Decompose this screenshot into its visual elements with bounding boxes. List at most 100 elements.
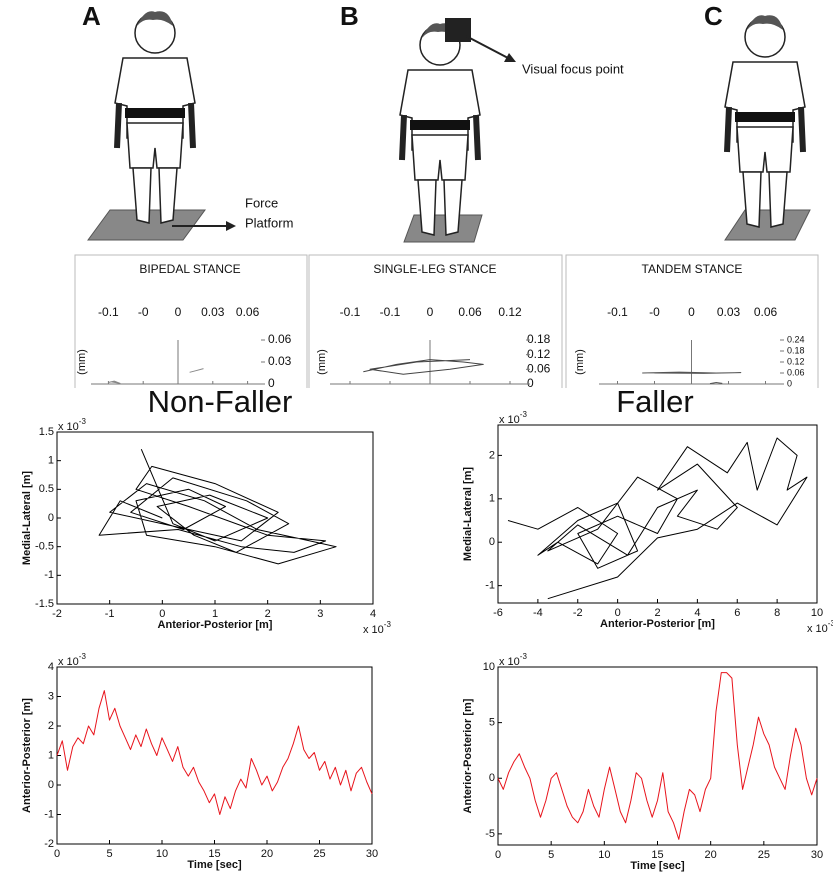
y-tick-label: -5 bbox=[485, 828, 495, 840]
page: Force Platform A Visual focus point B C … bbox=[0, 0, 833, 874]
y-axis-label: Anterior-Posterior [m] bbox=[21, 698, 33, 813]
x-tick-label: 0.12 bbox=[498, 305, 522, 319]
y-tick-label: 1 bbox=[489, 493, 495, 505]
x-axis-label: Anterior-Posterior [m] bbox=[600, 618, 715, 630]
y-axis-label: Anterior-Posterior [m] bbox=[462, 698, 474, 813]
camera bbox=[445, 18, 471, 42]
x-tick-label: 0 bbox=[688, 305, 695, 319]
plot-frame bbox=[57, 432, 373, 604]
axis-exponent: x 10-3 bbox=[363, 620, 391, 636]
x-tick-label: 0 bbox=[54, 848, 60, 860]
x-tick-label: -4 bbox=[533, 607, 543, 619]
x-axis-label: Time [sec] bbox=[630, 860, 685, 872]
y-tick-label: 0 bbox=[48, 779, 54, 791]
y-tick-label: -1.5 bbox=[35, 598, 54, 610]
x-tick-label: 20 bbox=[261, 848, 273, 860]
y-tick-label: 2 bbox=[48, 720, 54, 732]
plot-frame bbox=[57, 667, 372, 844]
y-tick-label: 1 bbox=[48, 455, 54, 467]
figure: Force Platform A Visual focus point B C … bbox=[0, 0, 833, 874]
person-figure bbox=[400, 23, 480, 235]
x-tick-label: 0.03 bbox=[717, 305, 741, 319]
plot-frame bbox=[498, 667, 817, 845]
panel-title: SINGLE-LEG STANCE bbox=[373, 262, 496, 276]
data-line bbox=[57, 691, 372, 815]
person-figure bbox=[115, 11, 195, 223]
y-tick-label: 0.06 bbox=[268, 332, 292, 346]
panel-title: BIPEDAL STANCE bbox=[139, 262, 240, 276]
column-title: Faller bbox=[616, 384, 694, 419]
exponent-power: -3 bbox=[520, 652, 528, 661]
y-tick-label: 1 bbox=[48, 749, 54, 761]
exponent-base: x 10 bbox=[363, 624, 384, 636]
y-tick-label: -0.5 bbox=[35, 541, 54, 553]
x-tick-label: 3 bbox=[317, 608, 323, 620]
data-line bbox=[642, 372, 741, 373]
axis-exponent: x 10-3 bbox=[58, 417, 86, 433]
force-platform bbox=[404, 215, 482, 242]
axis-exponent: x 10-3 bbox=[58, 652, 86, 668]
y-tick-label: -1 bbox=[44, 808, 54, 820]
axis-exponent: x 10-3 bbox=[807, 619, 833, 635]
exponent-power: -3 bbox=[79, 417, 87, 426]
background bbox=[0, 388, 833, 418]
y-tick-label: 10 bbox=[483, 661, 495, 673]
exponent-base: x 10 bbox=[499, 414, 520, 426]
y-tick-label: 2 bbox=[489, 449, 495, 461]
exponent-base: x 10 bbox=[499, 656, 520, 668]
y-tick-label: 0 bbox=[268, 376, 275, 390]
x-tick-label: 30 bbox=[366, 848, 378, 860]
x-tick-label: 30 bbox=[811, 849, 823, 861]
x-tick-label: 5 bbox=[548, 849, 554, 861]
y-tick-label: 0 bbox=[527, 376, 534, 390]
plot-frame bbox=[498, 425, 817, 603]
x-tick-label: 10 bbox=[156, 848, 168, 860]
panel-label: C bbox=[704, 1, 723, 31]
annotation: Visual focus point bbox=[522, 61, 624, 76]
panel-label: A bbox=[82, 1, 101, 31]
y-tick-label: 0.12 bbox=[527, 347, 551, 361]
y-tick-label: 0 bbox=[787, 378, 792, 388]
x-tick-label: -0.1 bbox=[607, 305, 628, 319]
x-tick-label: 10 bbox=[811, 607, 823, 619]
x-tick-label: 0 bbox=[495, 849, 501, 861]
x-tick-label: -0.1 bbox=[380, 305, 401, 319]
x-tick-label: -2 bbox=[573, 607, 583, 619]
x-tick-label: 6 bbox=[734, 607, 740, 619]
x-tick-label: 25 bbox=[758, 849, 770, 861]
data-line bbox=[363, 360, 483, 375]
panel-title: TANDEM STANCE bbox=[642, 262, 743, 276]
annotation: Force bbox=[245, 195, 278, 210]
x-tick-label: -1 bbox=[105, 608, 115, 620]
x-axis-label: Time [sec] bbox=[187, 859, 242, 871]
y-axis-label: (mm) bbox=[316, 349, 328, 375]
y-axis-label: (mm) bbox=[574, 349, 586, 375]
x-tick-label: 8 bbox=[774, 607, 780, 619]
x-tick-label: 20 bbox=[705, 849, 717, 861]
y-tick-label: 1.5 bbox=[39, 426, 54, 438]
panel-label: B bbox=[340, 1, 359, 31]
data-line bbox=[99, 449, 336, 564]
y-tick-label: 5 bbox=[489, 717, 495, 729]
x-tick-label: 5 bbox=[106, 848, 112, 860]
y-tick-label: 0.03 bbox=[268, 354, 292, 368]
x-tick-label: 4 bbox=[370, 608, 376, 620]
data-line bbox=[710, 383, 722, 384]
y-tick-label: 4 bbox=[48, 661, 54, 673]
axis-exponent: x 10-3 bbox=[499, 652, 527, 668]
data-line bbox=[108, 381, 120, 383]
x-axis-label: Anterior-Posterior [m] bbox=[158, 619, 273, 631]
x-tick-label: 10 bbox=[598, 849, 610, 861]
y-tick-label: 0.5 bbox=[39, 483, 54, 495]
y-axis-label: (mm) bbox=[76, 349, 88, 375]
x-tick-label: 0 bbox=[175, 305, 182, 319]
annotation: Platform bbox=[245, 215, 293, 230]
x-tick-label: 0.06 bbox=[236, 305, 260, 319]
exponent-power: -3 bbox=[828, 619, 833, 628]
y-axis-label: Medial-Lateral [m] bbox=[462, 467, 474, 561]
y-tick-label: -1 bbox=[485, 580, 495, 592]
x-tick-label: -0.1 bbox=[98, 305, 119, 319]
exponent-base: x 10 bbox=[58, 656, 79, 668]
y-tick-label: 0.06 bbox=[527, 362, 551, 376]
y-tick-label: 0.06 bbox=[787, 367, 805, 377]
